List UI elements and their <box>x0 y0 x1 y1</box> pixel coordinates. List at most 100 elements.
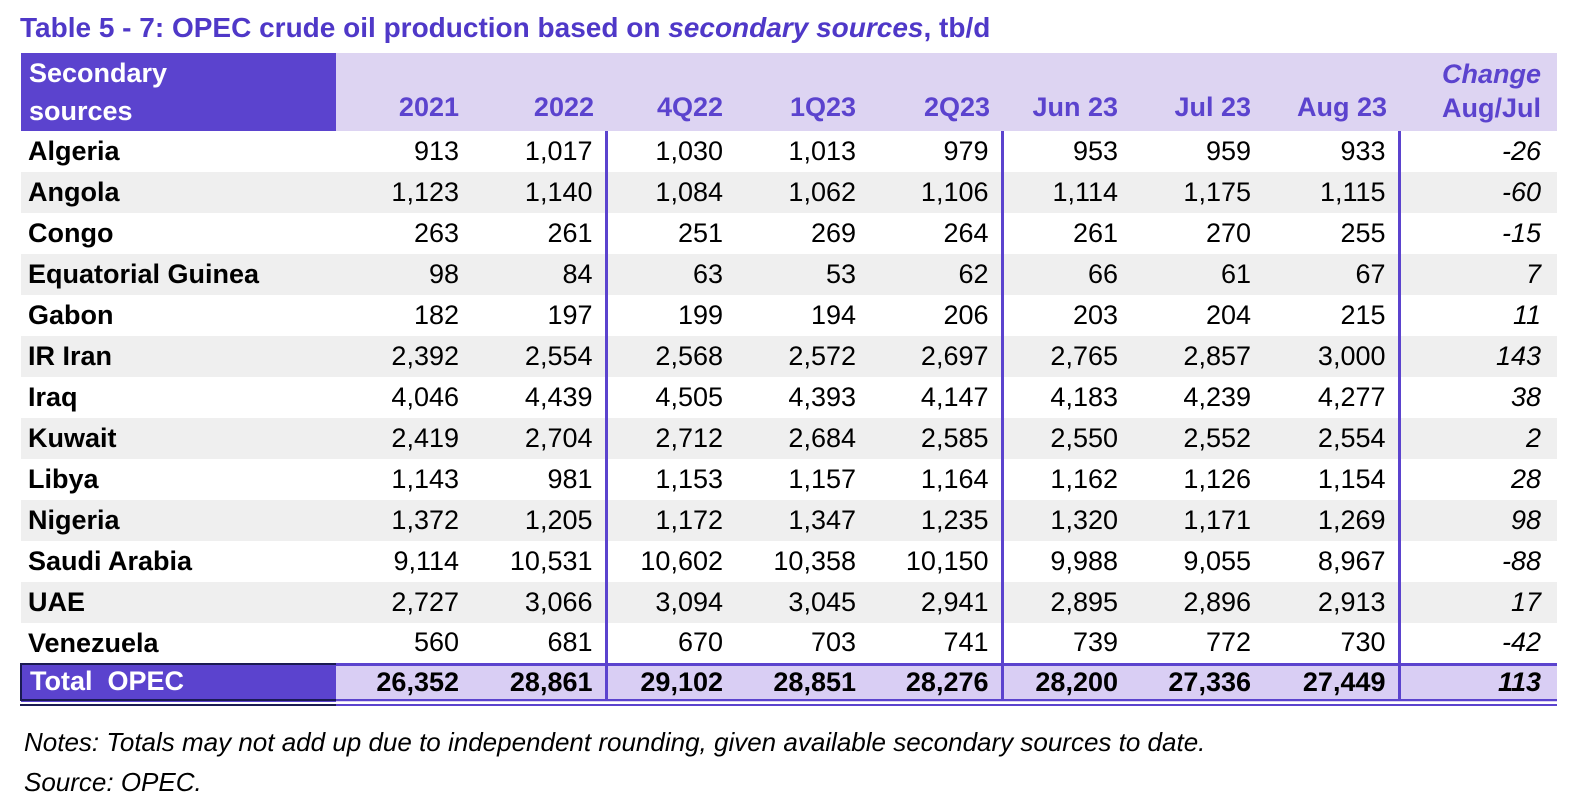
table-row: Equatorial Guinea 98 84 63 53 62 66 61 67 7 <box>21 254 1557 295</box>
value-cell: 4,505 <box>655 382 723 412</box>
total-value-2q23: 28,276 <box>868 662 1004 706</box>
table-row: Gabon 182 197 199 194 206 203 204 215 11 <box>21 295 1557 336</box>
value-cell: 953 <box>1072 136 1118 166</box>
value-cell: 4,439 <box>471 377 608 418</box>
total-value-1q23: 28,851 <box>735 662 868 706</box>
value-cell: 203 <box>1072 300 1118 330</box>
value-cell: 3,045 <box>735 582 868 623</box>
value-cell: 9,988 <box>1050 546 1118 576</box>
value-cell: 1,205 <box>471 500 608 541</box>
value-cell: 9,114 <box>393 546 459 576</box>
value-cell: 2,857 <box>1130 336 1263 377</box>
value-cell: 2,554 <box>471 336 608 377</box>
value-cell: 2,913 <box>1263 582 1401 623</box>
value-cell: 560 <box>413 627 459 658</box>
value-cell: 670 <box>677 627 723 658</box>
table-row: Iraq 4,046 4,439 4,505 4,393 4,147 4,183 4,239 4… <box>21 377 1557 418</box>
table-title-suffix: , tb/d <box>923 12 991 43</box>
country-cell: IR Iran <box>21 336 336 377</box>
change-cell: 143 <box>1399 336 1557 377</box>
value-cell: 913 <box>413 136 459 166</box>
change-cell: 11 <box>1512 300 1541 330</box>
value-cell: 1,320 <box>1002 500 1130 541</box>
value-cell: 2,550 <box>1002 418 1130 459</box>
change-cell: -88 <box>1501 546 1541 576</box>
change-cell: -26 <box>1501 136 1541 166</box>
header-aug23: Aug 23 <box>1263 53 1399 131</box>
value-cell: 255 <box>1263 213 1401 254</box>
header-change-line1: Change <box>1441 59 1541 89</box>
country-cell: Iraq <box>28 382 78 412</box>
value-cell: 2,765 <box>1002 336 1130 377</box>
change-cell: 2 <box>1399 418 1557 459</box>
country-cell: Libya <box>28 464 99 494</box>
value-cell: 933 <box>1263 131 1401 172</box>
value-cell: 2,941 <box>868 582 1004 623</box>
value-cell: 1,126 <box>1183 464 1251 494</box>
total-value-2022: 28,861 <box>471 662 608 706</box>
value-cell: 194 <box>810 300 856 330</box>
value-cell: 261 <box>471 213 608 254</box>
value-cell: 3,066 <box>471 582 608 623</box>
header-jul23: Jul 23 <box>1130 53 1263 131</box>
value-cell: 1,269 <box>1263 500 1401 541</box>
value-cell: 61 <box>1130 254 1263 295</box>
value-cell: 63 <box>606 254 735 295</box>
header-1q23: 1Q23 <box>735 53 868 131</box>
value-cell: 741 <box>868 623 1004 664</box>
value-cell: 251 <box>677 218 723 248</box>
value-cell: 204 <box>1205 300 1251 330</box>
value-cell: 66 <box>1002 254 1130 295</box>
header-change-line2: Aug/Jul <box>1442 93 1541 123</box>
value-cell: 9,055 <box>1183 546 1251 576</box>
value-cell: 1,172 <box>606 500 735 541</box>
value-cell: 1,157 <box>788 464 856 494</box>
value-cell: 2,572 <box>735 336 868 377</box>
value-cell: 98 <box>336 254 471 295</box>
table-row: UAE 2,727 3,066 3,094 3,045 2,941 2,895 2,896 2,… <box>21 582 1557 623</box>
value-cell: 3,000 <box>1263 336 1401 377</box>
header-secondary-sources: Secondary sources <box>21 53 336 131</box>
value-cell: 10,358 <box>773 546 856 576</box>
total-value-2021: 26,352 <box>336 662 471 706</box>
header-secondary-line2: sources <box>29 96 133 126</box>
value-cell: 1,013 <box>788 136 856 166</box>
value-cell: 4,046 <box>391 382 459 412</box>
value-cell: 84 <box>471 254 608 295</box>
value-cell: 1,164 <box>868 459 1004 500</box>
value-cell: 199 <box>677 300 723 330</box>
total-value-aug23: 27,449 <box>1263 662 1401 706</box>
value-cell: 2,896 <box>1130 582 1263 623</box>
table-row: Venezuela 560 681 670 703 741 739 772 730 -42 <box>21 623 1557 664</box>
value-cell: 2,684 <box>735 418 868 459</box>
header-2022: 2022 <box>471 53 606 131</box>
value-cell: 1,143 <box>391 464 459 494</box>
country-cell: Algeria <box>28 136 120 166</box>
value-cell: 1,235 <box>868 500 1004 541</box>
change-cell: 98 <box>1399 500 1557 541</box>
value-cell: 959 <box>1205 136 1251 166</box>
header-4q22: 4Q22 <box>606 53 735 131</box>
value-cell: 4,393 <box>788 382 856 412</box>
header-jun23: Jun 23 <box>1002 53 1130 131</box>
country-cell: Gabon <box>28 300 114 330</box>
value-cell: 703 <box>810 627 856 658</box>
value-cell: 1,154 <box>1263 459 1401 500</box>
value-cell: 53 <box>735 254 868 295</box>
change-cell: -60 <box>1399 172 1557 213</box>
value-cell: 2,568 <box>606 336 735 377</box>
value-cell: 10,531 <box>471 541 608 582</box>
country-cell: Angola <box>21 172 336 213</box>
table-row: Libya 1,143 981 1,153 1,157 1,164 1,162 1,126 1,… <box>21 459 1557 500</box>
value-cell: 739 <box>1072 627 1118 658</box>
header-row: Secondary sources 2021 2022 4Q22 1Q23 2Q… <box>21 53 1557 131</box>
table-row: IR Iran 2,392 2,554 2,568 2,572 2,697 2,765 2,8… <box>21 336 1557 377</box>
value-cell: 1,115 <box>1263 172 1401 213</box>
change-cell: 7 <box>1399 254 1557 295</box>
value-cell: 1,084 <box>606 172 735 213</box>
total-value-4q22: 29,102 <box>606 662 735 706</box>
value-cell: 3,094 <box>606 582 735 623</box>
value-cell: 10,602 <box>640 546 723 576</box>
country-cell: Nigeria <box>21 500 336 541</box>
header-change: Change Aug/Jul <box>1399 53 1557 131</box>
